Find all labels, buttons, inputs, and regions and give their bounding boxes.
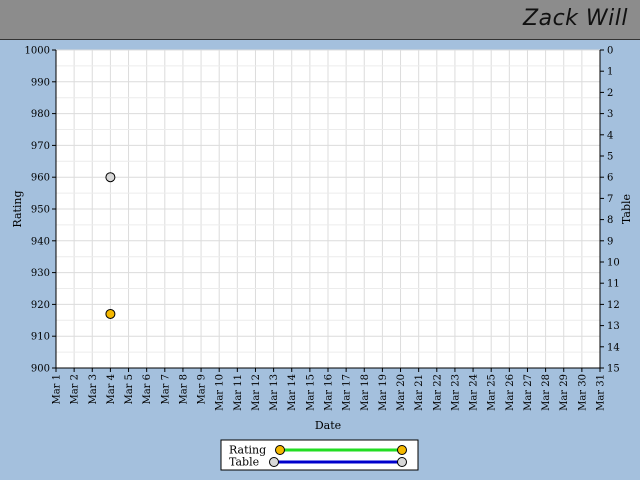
x-tick-label: Mar 10 — [215, 374, 226, 411]
x-tick-label: Mar 16 — [324, 374, 335, 411]
x-tick-label: Mar 1 — [52, 374, 63, 405]
y-tick-label-right: 0 — [607, 46, 613, 57]
x-tick-label: Mar 4 — [106, 374, 117, 405]
y-tick-label-left: 910 — [31, 332, 50, 343]
y-tick-label-right: 3 — [607, 109, 613, 120]
x-tick-label: Mar 27 — [523, 374, 534, 411]
x-tick-label: Mar 19 — [378, 374, 389, 411]
legend — [220, 439, 419, 471]
x-tick-label: Mar 30 — [577, 374, 588, 411]
y-tick-label-right: 4 — [607, 130, 613, 141]
header-bar: Zack Will — [0, 0, 640, 40]
legend-marker — [397, 445, 407, 455]
x-tick-label: Mar 22 — [432, 374, 443, 411]
x-tick-label: Mar 26 — [505, 374, 516, 411]
x-tick-label: Mar 23 — [450, 374, 461, 411]
y-axis-title-left: Rating — [11, 190, 24, 227]
y-tick-label-right: 2 — [607, 88, 613, 99]
x-tick-label: Mar 7 — [160, 374, 171, 405]
x-tick-label: Mar 21 — [414, 374, 425, 411]
y-tick-label-left: 990 — [31, 77, 50, 88]
y-tick-label-right: 14 — [607, 342, 620, 353]
x-tick-label: Mar 8 — [178, 374, 189, 405]
x-tick-label: Mar 13 — [269, 374, 280, 411]
x-tick-label: Mar 11 — [233, 374, 244, 411]
x-tick-label: Mar 14 — [287, 374, 298, 411]
y-tick-label-right: 7 — [607, 194, 613, 205]
y-tick-label-right: 15 — [607, 364, 620, 375]
legend-label: Rating — [229, 444, 266, 457]
y-tick-label-right: 13 — [607, 321, 620, 332]
y-tick-label-left: 960 — [31, 173, 50, 184]
y-tick-label-left: 970 — [31, 141, 50, 152]
y-tick-label-left: 950 — [31, 205, 50, 216]
data-point-table — [105, 172, 116, 183]
y-tick-label-left: 900 — [31, 364, 50, 375]
x-tick-label: Mar 2 — [70, 374, 81, 405]
x-axis-title: Date — [315, 419, 341, 432]
y-tick-label-left: 980 — [31, 109, 50, 120]
y-tick-label-left: 920 — [31, 300, 50, 311]
y-tick-label-left: 930 — [31, 268, 50, 279]
y-tick-label-right: 6 — [607, 173, 613, 184]
y-tick-label-right: 9 — [607, 236, 613, 247]
player-name: Zack Will — [523, 6, 628, 31]
y-tick-label-left: 1000 — [25, 46, 50, 57]
y-tick-label-right: 8 — [607, 215, 613, 226]
y-tick-label-right: 5 — [607, 152, 613, 163]
y-axis-title-right: Table — [620, 194, 633, 224]
x-tick-label: Mar 6 — [142, 374, 153, 405]
y-tick-label-right: 10 — [607, 258, 620, 269]
legend-label: Table — [229, 456, 259, 469]
x-tick-label: Mar 17 — [342, 374, 353, 411]
data-point-rating — [105, 308, 116, 319]
y-tick-label-left: 940 — [31, 236, 50, 247]
x-tick-label: Mar 29 — [559, 374, 570, 411]
legend-marker — [397, 457, 407, 467]
x-tick-label: Mar 28 — [541, 374, 552, 411]
x-tick-label: Mar 24 — [469, 374, 480, 411]
x-tick-label: Mar 9 — [197, 374, 208, 405]
x-tick-label: Mar 5 — [124, 374, 135, 405]
x-tick-label: Mar 31 — [596, 374, 607, 411]
x-tick-label: Mar 20 — [396, 374, 407, 411]
x-tick-label: Mar 12 — [251, 374, 262, 411]
y-tick-label-right: 11 — [607, 279, 620, 290]
x-tick-label: Mar 15 — [305, 374, 316, 411]
x-tick-label: Mar 25 — [487, 374, 498, 411]
y-tick-label-right: 1 — [607, 67, 613, 78]
legend-marker — [275, 445, 285, 455]
legend-marker — [269, 457, 279, 467]
y-tick-label-right: 12 — [607, 300, 620, 311]
x-tick-label: Mar 3 — [88, 374, 99, 405]
x-tick-label: Mar 18 — [360, 374, 371, 411]
